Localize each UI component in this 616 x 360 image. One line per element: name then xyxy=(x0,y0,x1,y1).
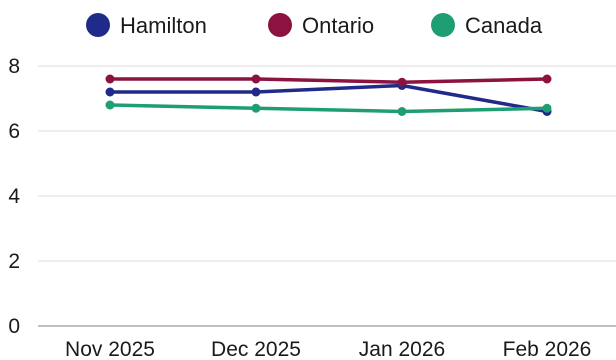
data-point xyxy=(105,100,115,110)
legend-marker xyxy=(86,13,110,37)
legend-item: Hamilton xyxy=(86,13,207,38)
data-point xyxy=(397,107,407,116)
x-tick-label: Jan 2026 xyxy=(359,338,445,360)
x-axis-ticks: Nov 2025 Dec 2025 Jan 2026 Feb 2026 xyxy=(65,338,591,360)
series-ontario xyxy=(105,74,552,87)
y-gridlines xyxy=(38,65,616,327)
y-tick-label: 8 xyxy=(8,55,20,78)
x-tick-label: Feb 2026 xyxy=(503,338,592,360)
x-tick-label: Dec 2025 xyxy=(211,338,301,360)
y-tick-label: 2 xyxy=(8,250,20,273)
legend-marker xyxy=(268,13,292,37)
data-point xyxy=(251,87,261,97)
series-canada xyxy=(105,100,552,116)
data-point xyxy=(397,77,407,87)
data-point xyxy=(105,74,115,84)
legend-item: Ontario xyxy=(268,13,374,38)
legend-label: Ontario xyxy=(302,13,374,38)
data-point xyxy=(542,74,552,84)
series-line xyxy=(108,83,549,114)
legend-label: Hamilton xyxy=(120,13,207,38)
y-tick-label: 0 xyxy=(8,315,20,338)
data-point xyxy=(105,87,115,97)
legend: Hamilton Ontario Canada xyxy=(86,13,543,38)
series-line xyxy=(108,103,549,114)
series-line xyxy=(108,77,549,84)
legend-label: Canada xyxy=(465,13,543,38)
y-axis-ticks: 0 2 4 6 8 xyxy=(8,55,20,338)
data-point xyxy=(251,103,261,113)
x-tick-label: Nov 2025 xyxy=(65,338,155,360)
data-point xyxy=(251,74,261,84)
y-tick-label: 4 xyxy=(8,185,20,208)
data-point xyxy=(542,103,552,113)
y-tick-label: 6 xyxy=(8,120,20,143)
legend-marker xyxy=(431,13,455,37)
legend-item: Canada xyxy=(431,13,543,38)
